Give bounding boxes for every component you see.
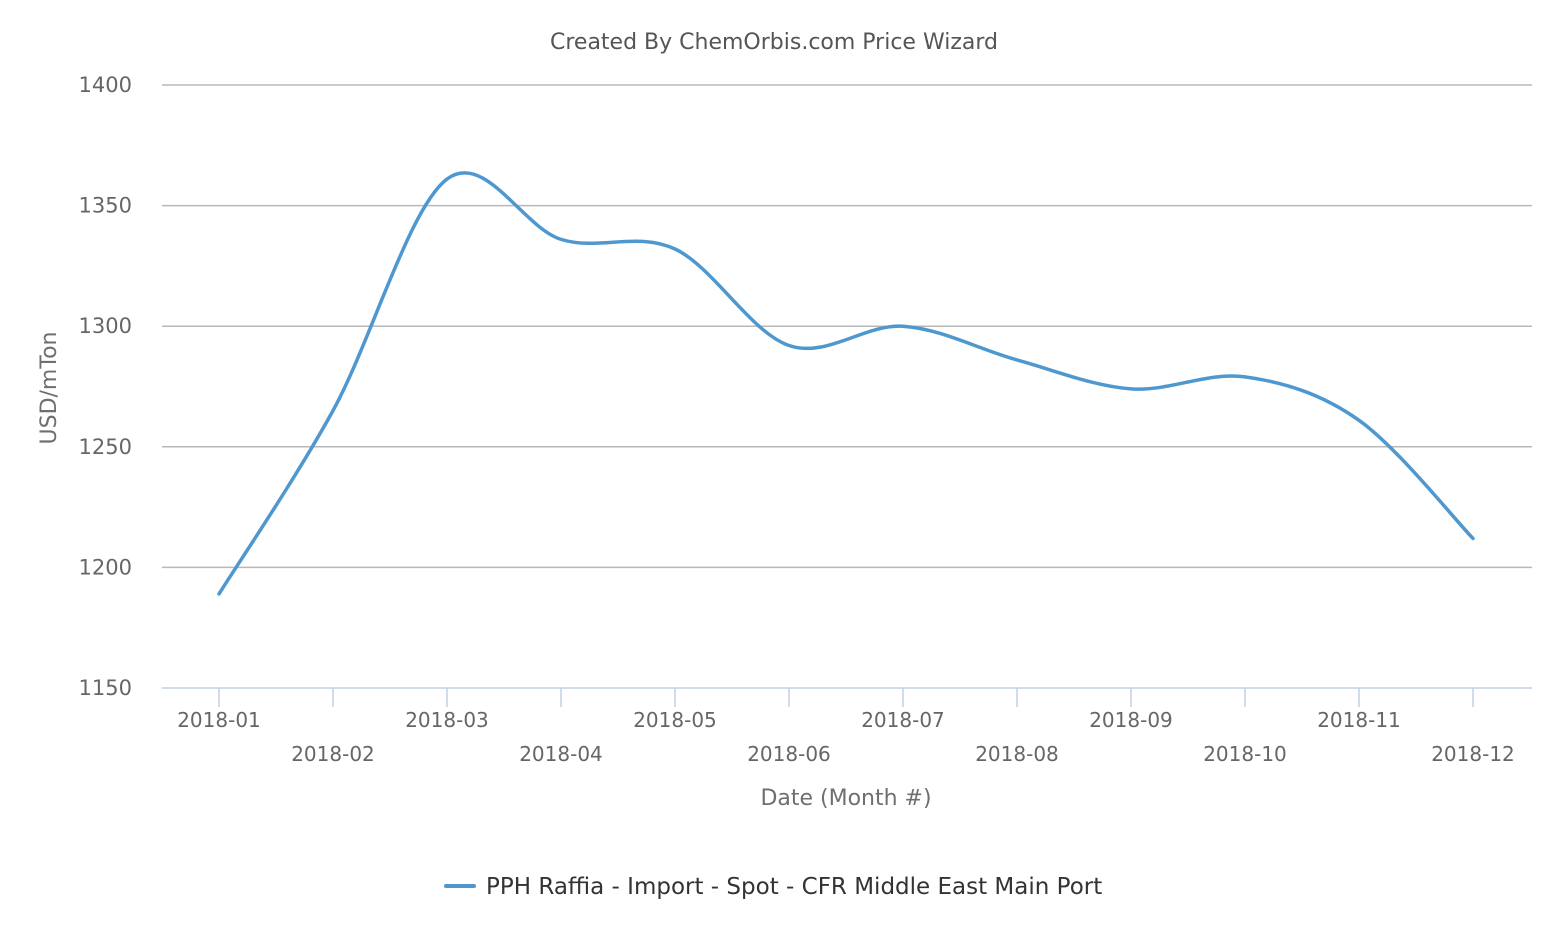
series-layer: [216, 171, 1476, 597]
x-axis-title: Date (Month #): [760, 786, 931, 811]
y-axis-tick-labels: 1150 1200 1250 1300 1350 1400: [79, 73, 132, 700]
data-point: [672, 246, 678, 252]
data-point: [786, 342, 792, 348]
x-axis-ticks: [218, 688, 1474, 707]
x-axis-tick-labels: 2018-01 2018-02 2018-03 2018-04 2018-05 2018-…: [177, 708, 1515, 766]
data-point: [1014, 357, 1020, 363]
gridlines: [162, 84, 1532, 569]
data-point: [558, 236, 564, 242]
x-tick-label: 2018-06: [747, 742, 831, 766]
y-tick-label: 1350: [79, 194, 132, 218]
x-tick-label: 2018-02: [291, 742, 375, 766]
x-tick-label: 2018-08: [975, 742, 1059, 766]
x-tick-label: 2018-01: [177, 708, 261, 732]
legend-series-label: PPH Raffia - Import - Spot - CFR Middle …: [486, 874, 1102, 900]
data-point: [900, 323, 906, 329]
chart-title: Created By ChemOrbis.com Price Wizard: [550, 30, 998, 55]
data-point: [444, 176, 450, 182]
x-tick-label: 2018-05: [633, 708, 717, 732]
series-line: [217, 171, 1475, 596]
data-point: [1356, 417, 1362, 423]
y-axis-title: USD/mTon: [37, 332, 62, 445]
y-tick-label: 1150: [79, 676, 132, 700]
x-tick-label: 2018-12: [1431, 742, 1515, 766]
data-point: [1242, 374, 1248, 380]
x-tick-label: 2018-11: [1317, 708, 1401, 732]
data-point: [1128, 386, 1134, 392]
x-tick-label: 2018-09: [1089, 708, 1173, 732]
data-point: [330, 408, 336, 414]
y-tick-label: 1300: [79, 314, 132, 338]
x-tick-label: 2018-07: [861, 708, 945, 732]
x-tick-label: 2018-10: [1203, 742, 1287, 766]
y-tick-label: 1200: [79, 555, 132, 579]
data-point: [216, 591, 222, 597]
y-tick-label: 1400: [79, 73, 132, 97]
x-tick-label: 2018-03: [405, 708, 489, 732]
legend[interactable]: PPH Raffia - Import - Spot - CFR Middle …: [444, 874, 1102, 900]
x-tick-label: 2018-04: [519, 742, 603, 766]
data-point: [1470, 535, 1476, 541]
y-tick-label: 1250: [79, 435, 132, 459]
